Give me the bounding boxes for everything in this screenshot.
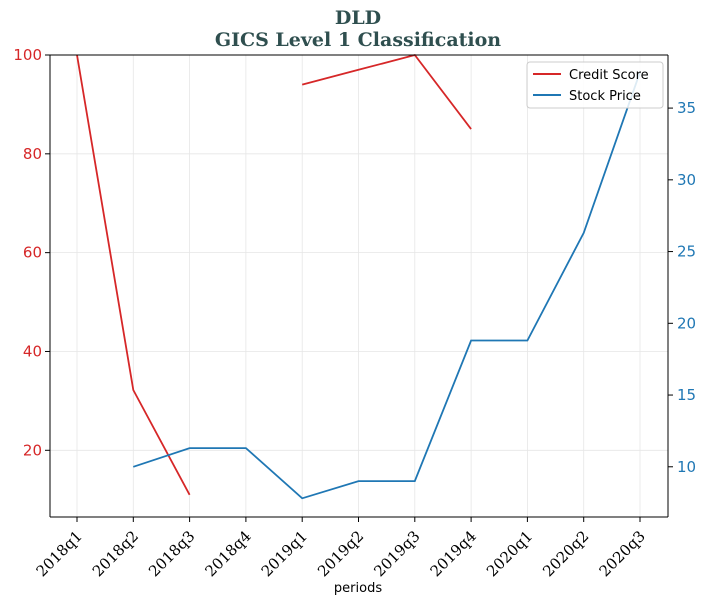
legend-item: Credit Score (533, 68, 649, 83)
x-tick-label: 2019q2 (314, 527, 367, 580)
chart-title-group: DLD GICS Level 1 Classification (215, 7, 501, 51)
x-tick-label: 2018q1 (33, 527, 86, 580)
right-tick-label: 15 (677, 386, 696, 404)
left-tick-label: 40 (23, 342, 42, 360)
x-tick-label: 2020q1 (483, 527, 536, 580)
x-tick-label: 2018q3 (145, 527, 198, 580)
legend: Credit Score Stock Price (526, 61, 664, 109)
right-tick-label: 20 (677, 314, 696, 332)
chart-title: DLD (335, 7, 381, 29)
chart-subtitle: GICS Level 1 Classification (215, 29, 501, 51)
x-tick-label: 2020q3 (596, 527, 649, 580)
x-axis-label: periods (334, 581, 382, 596)
legend-item: Stock Price (533, 89, 641, 104)
x-tick-label: 2019q1 (258, 527, 311, 580)
x-tick-label: 2018q4 (201, 527, 254, 580)
left-tick-label: 20 (23, 441, 42, 459)
axes (45, 54, 673, 522)
x-tick-label: 2019q3 (370, 527, 423, 580)
series-line-segment (76, 54, 191, 496)
right-tick-label: 35 (677, 99, 696, 117)
x-tick-label: 2020q2 (539, 527, 592, 580)
series-stock-price (133, 71, 641, 500)
right-tick-label: 25 (677, 243, 696, 261)
series-line-segment (301, 53, 472, 130)
x-tick-label: 2019q4 (427, 527, 480, 580)
grid (50, 54, 668, 517)
legend-label: Credit Score (569, 68, 649, 83)
left-tick-label: 100 (13, 46, 42, 64)
series-line-segment (133, 71, 641, 500)
x-tick-label: 2018q2 (89, 527, 142, 580)
series-layer (76, 53, 641, 500)
right-tick-label: 30 (677, 171, 696, 189)
series-credit-score (76, 53, 472, 496)
legend-label: Stock Price (569, 89, 641, 104)
left-tick-label: 60 (23, 244, 42, 262)
right-tick-label: 10 (677, 458, 696, 476)
left-tick-label: 80 (23, 145, 42, 163)
